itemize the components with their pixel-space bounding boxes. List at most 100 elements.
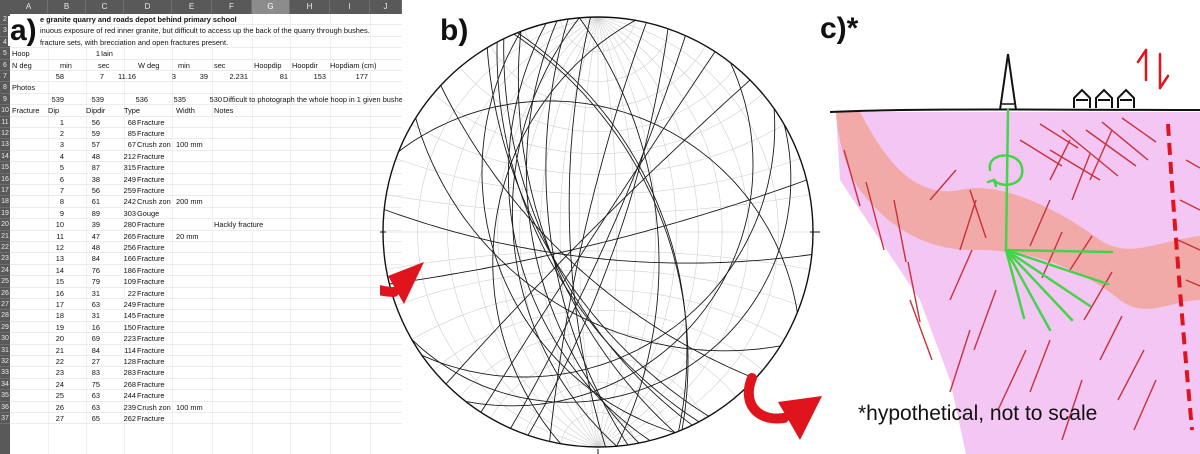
fracture-dipdir[interactable]: 67 <box>127 140 136 150</box>
row-number[interactable]: 18 <box>0 196 10 208</box>
row-number[interactable]: 23 <box>0 253 10 265</box>
fracture-dipdir[interactable]: 128 <box>123 357 136 366</box>
fracture-type[interactable]: Fracture <box>137 391 165 401</box>
column-header-h[interactable]: H <box>290 0 330 14</box>
fracture-type[interactable]: Gouge <box>137 208 160 218</box>
row-number[interactable]: 12 <box>0 128 10 140</box>
fracture-type[interactable]: Fracture <box>137 254 165 264</box>
hoop-header[interactable]: Hoopdip <box>254 60 282 70</box>
fracture-id[interactable]: 8 <box>59 197 64 207</box>
fracture-notes[interactable]: Hackly fracture <box>214 220 264 230</box>
hoop-header[interactable]: sec <box>98 60 110 70</box>
fracture-dip[interactable]: 39 <box>91 220 100 230</box>
fracture-id[interactable]: 3 <box>59 140 64 150</box>
fracture-dipdir[interactable]: 268 <box>123 379 136 389</box>
fracture-dipdir[interactable]: 262 <box>123 414 136 423</box>
hoop-value[interactable]: 3 <box>171 72 176 81</box>
fracture-id[interactable]: 4 <box>59 151 64 161</box>
fracture-id[interactable]: 16 <box>55 288 64 298</box>
fracture-type[interactable]: Fracture <box>137 311 165 321</box>
fracture-dipdir[interactable]: 166 <box>123 254 136 264</box>
fracture-type[interactable]: Fracture <box>137 231 165 241</box>
fracture-id[interactable]: 20 <box>55 334 64 344</box>
fracture-dip[interactable]: 63 <box>91 300 100 309</box>
hoop-header[interactable]: W deg <box>138 60 160 70</box>
photos-note[interactable]: Difficult to photograph the whole hoop i… <box>223 94 402 104</box>
hoop-value[interactable]: 39 <box>199 72 208 81</box>
fracture-dip[interactable]: 63 <box>91 391 100 401</box>
fracture-id[interactable]: 19 <box>55 322 64 332</box>
column-header-d[interactable]: D <box>124 0 172 14</box>
column-header-a[interactable]: A <box>10 0 48 14</box>
hoop-value[interactable]: 58 <box>55 72 64 81</box>
fracture-id[interactable]: 9 <box>59 208 64 218</box>
row-number[interactable]: 8 <box>0 82 10 94</box>
fracture-dip[interactable]: 31 <box>91 288 100 298</box>
fracture-dipdir[interactable]: 109 <box>123 277 136 287</box>
fracture-dip[interactable]: 56 <box>91 117 100 127</box>
fracture-id[interactable]: 24 <box>55 379 64 389</box>
row-number[interactable]: 21 <box>0 231 10 242</box>
fracture-id[interactable]: 22 <box>55 357 64 366</box>
row-number[interactable]: 24 <box>0 265 10 277</box>
row-number[interactable]: 3 <box>0 25 10 37</box>
fracture-type[interactable]: Fracture <box>137 163 165 173</box>
fracture-type[interactable]: Fracture <box>137 379 165 389</box>
fracture-dip[interactable]: 61 <box>91 197 100 207</box>
fracture-dipdir[interactable]: 244 <box>123 391 136 401</box>
row-number[interactable]: 11 <box>0 117 10 128</box>
photo-number[interactable]: 536 <box>135 94 148 104</box>
row-number[interactable]: 35 <box>0 390 10 402</box>
fracture-dip[interactable]: 59 <box>91 129 100 138</box>
fracture-type[interactable]: Fracture <box>137 220 165 230</box>
fracture-type[interactable]: Fracture <box>137 288 165 298</box>
row-number[interactable]: 15 <box>0 162 10 174</box>
fracture-dip[interactable]: 75 <box>91 379 100 389</box>
table-header[interactable]: Fracture <box>12 106 40 116</box>
row-number[interactable]: 28 <box>0 310 10 322</box>
fracture-id[interactable]: 2 <box>59 129 64 138</box>
photo-number[interactable]: 535 <box>173 94 186 104</box>
fracture-dip[interactable]: 76 <box>91 265 100 275</box>
fracture-id[interactable]: 11 <box>56 231 64 241</box>
fracture-dipdir[interactable]: 85 <box>127 129 136 138</box>
table-header[interactable]: Dip <box>48 106 60 116</box>
fracture-dipdir[interactable]: 303 <box>123 208 136 218</box>
fracture-type[interactable]: Fracture <box>137 357 165 366</box>
fracture-dip[interactable]: 27 <box>91 357 100 366</box>
row-number[interactable]: 4 <box>0 37 10 49</box>
row-number[interactable]: 33 <box>0 367 10 379</box>
hoop-header[interactable]: sec <box>214 60 226 70</box>
fracture-width[interactable]: 20 mm <box>176 231 199 241</box>
row-number[interactable]: 20 <box>0 219 10 231</box>
fracture-type[interactable]: Fracture <box>137 334 165 344</box>
sheet-title[interactable]: e granite quarry and roads depot behind … <box>40 15 237 24</box>
fracture-id[interactable]: 12 <box>55 243 64 252</box>
fracture-type[interactable]: Fracture <box>137 368 165 378</box>
fracture-dip[interactable]: 63 <box>91 402 100 412</box>
photo-number[interactable]: 539 <box>91 94 104 104</box>
row-number[interactable]: 37 <box>0 413 10 425</box>
fracture-id[interactable]: 27 <box>55 414 64 423</box>
column-header-b[interactable]: B <box>48 0 86 14</box>
table-header[interactable]: Type <box>124 106 141 116</box>
fracture-dipdir[interactable]: 256 <box>123 243 136 252</box>
fracture-dip[interactable]: 56 <box>91 186 100 195</box>
row-number[interactable]: 22 <box>0 242 10 254</box>
row-number[interactable]: 6 <box>0 60 10 71</box>
row-number[interactable]: 32 <box>0 356 10 368</box>
row-number[interactable]: 17 <box>0 185 10 197</box>
fracture-id[interactable]: 7 <box>59 186 64 195</box>
fracture-id[interactable]: 26 <box>55 402 64 412</box>
table-header[interactable]: Dipdir <box>86 106 106 116</box>
fracture-type[interactable]: Fracture <box>137 277 165 287</box>
hoop-name[interactable]: Iain <box>101 49 113 59</box>
fracture-id[interactable]: 17 <box>55 300 64 309</box>
fracture-id[interactable]: 13 <box>55 254 64 264</box>
fracture-width[interactable]: 200 mm <box>176 197 203 207</box>
fracture-dip[interactable]: 79 <box>91 277 100 287</box>
row-number[interactable]: 14 <box>0 151 10 163</box>
fracture-dip[interactable]: 38 <box>91 174 100 184</box>
photo-number[interactable]: 539 <box>51 94 64 104</box>
fracture-dip[interactable]: 47 <box>91 231 100 241</box>
